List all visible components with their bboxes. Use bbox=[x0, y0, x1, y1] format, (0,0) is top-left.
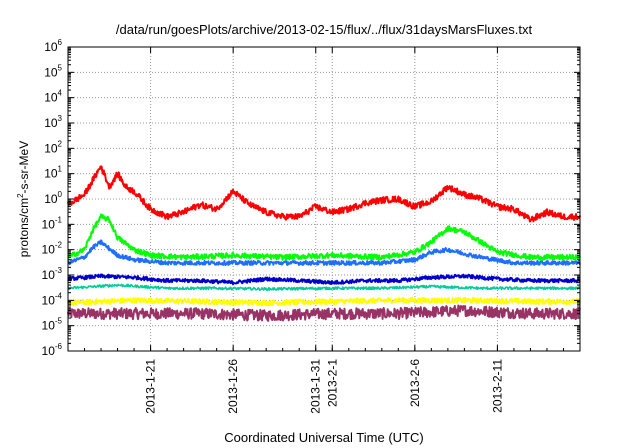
y-tick-label: 104 bbox=[44, 89, 62, 105]
y-tick-label: 102 bbox=[44, 139, 62, 155]
y-axis-label-exponent: 2 bbox=[16, 193, 25, 198]
y-axis-label: protons/cm2-s-sr-MeV bbox=[16, 141, 31, 257]
grid bbox=[68, 47, 580, 351]
x-tick-label: 2013-1-31 bbox=[309, 359, 323, 414]
y-tick-label: 10-4 bbox=[42, 291, 63, 307]
series-line bbox=[67, 273, 581, 286]
series-line bbox=[67, 213, 581, 261]
y-tick-label: 106 bbox=[44, 38, 62, 54]
series-line bbox=[67, 165, 581, 223]
series-line bbox=[67, 304, 581, 322]
y-tick-label: 10-2 bbox=[42, 241, 63, 257]
y-axis-label-main: protons/cm bbox=[17, 198, 31, 257]
y-axis-label-rest: -s-sr-MeV bbox=[17, 141, 31, 194]
y-tick-label: 10-5 bbox=[42, 317, 63, 333]
y-tick-label: 10-6 bbox=[42, 342, 63, 358]
y-tick-label: 103 bbox=[44, 114, 62, 130]
y-tick-label: 10-1 bbox=[42, 215, 63, 231]
x-tick-label: 2013-1-26 bbox=[226, 359, 240, 414]
y-tick-labels: 106 105 104 103 102 101 100 10-1 10-2 10-3 10-4 10-… bbox=[42, 38, 63, 358]
series-line bbox=[67, 239, 581, 266]
x-axis-label: Coordinated Universal Time (UTC) bbox=[224, 430, 423, 445]
ticks bbox=[67, 46, 581, 352]
x-tick-label: 2013-2-1 bbox=[325, 359, 339, 407]
y-tick-label: 100 bbox=[44, 190, 62, 206]
series-line bbox=[67, 296, 581, 307]
series-line bbox=[67, 283, 581, 292]
y-tick-label: 101 bbox=[44, 165, 62, 181]
y-tick-label: 105 bbox=[44, 63, 62, 79]
chart-title: /data/run/goesPlots/archive/2013-02-15/f… bbox=[116, 22, 533, 37]
x-tick-label: 2013-2-6 bbox=[408, 359, 422, 407]
x-tick-label: 2013-2-11 bbox=[490, 359, 504, 413]
y-tick-label: 10-3 bbox=[42, 266, 63, 282]
x-tick-label: 2013-1-21 bbox=[144, 359, 158, 414]
series-lines bbox=[67, 165, 581, 322]
x-tick-labels: 2013-1-21 2013-1-26 2013-1-31 2013-2-1 2013-… bbox=[144, 359, 505, 414]
